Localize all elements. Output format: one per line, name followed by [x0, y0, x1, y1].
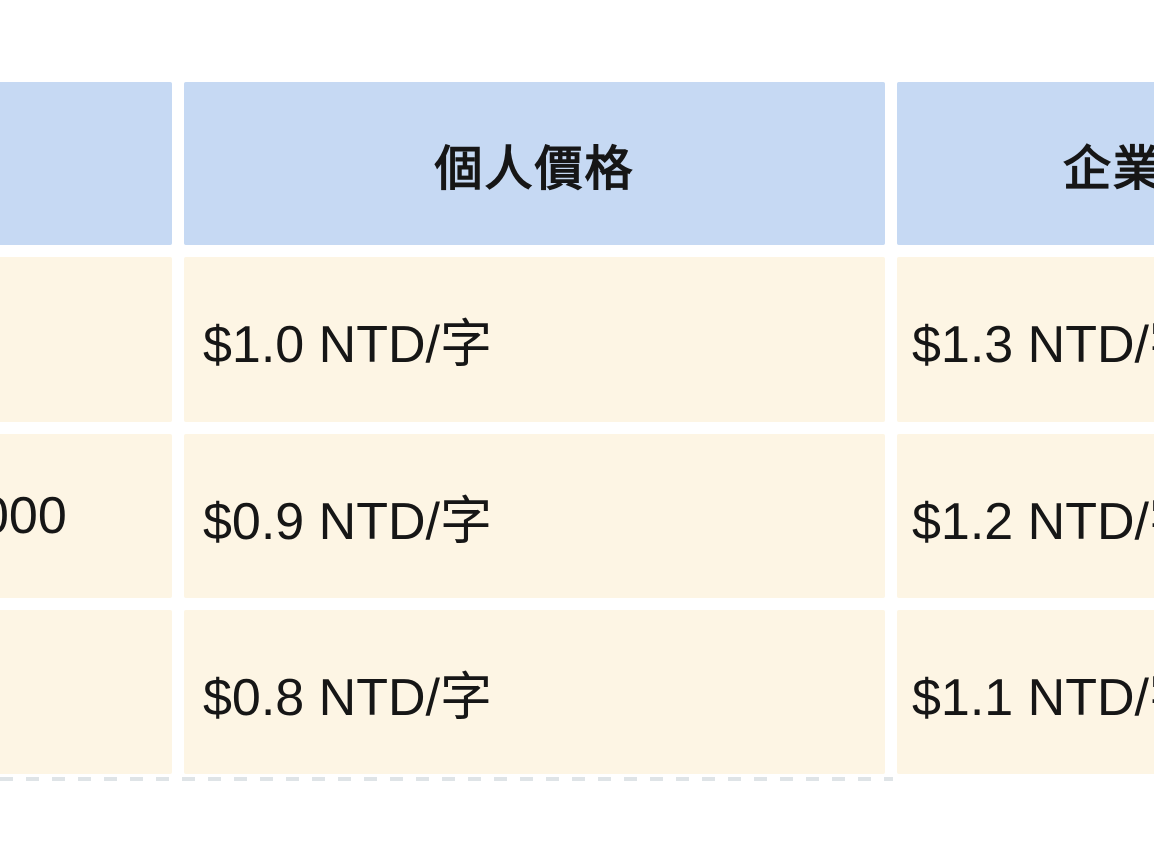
enterprise-price-row3: $1.1 NTD/字	[912, 668, 1154, 727]
tier-cell-row2: 000	[0, 434, 172, 598]
header-enterprise-label: 企業	[1063, 142, 1154, 196]
enterprise-price-cell-row3: $1.1 NTD/字	[897, 610, 1154, 774]
dashed-guide-line	[0, 777, 893, 781]
personal-price-row2: $0.9 NTD/字	[203, 492, 492, 551]
personal-price-row3: $0.8 NTD/字	[203, 668, 492, 727]
enterprise-price-cell-row1: $1.3 NTD/字	[897, 257, 1154, 422]
header-personal-label: 個人價格	[434, 142, 635, 196]
header-cell-enterprise: 企業	[897, 82, 1154, 245]
personal-price-cell-row1: $1.0 NTD/字	[184, 257, 885, 422]
header-cell-personal: 個人價格	[184, 82, 885, 245]
tier-cell-row1	[0, 257, 172, 422]
header-cell-blank	[0, 82, 172, 245]
pricing-table: 個人價格 企業 $1.0 NTD/字 $1.3 NTD/字 000 $0.9 N…	[0, 82, 1154, 774]
enterprise-price-row2: $1.2 NTD/字	[912, 492, 1154, 551]
enterprise-price-cell-row2: $1.2 NTD/字	[897, 434, 1154, 598]
tier-cell-row3	[0, 610, 172, 774]
enterprise-price-row1: $1.3 NTD/字	[912, 316, 1154, 374]
personal-price-cell-row2: $0.9 NTD/字	[184, 434, 885, 598]
tier-value-row2: 000	[0, 487, 67, 545]
personal-price-cell-row3: $0.8 NTD/字	[184, 610, 885, 774]
personal-price-row1: $1.0 NTD/字	[203, 316, 492, 374]
